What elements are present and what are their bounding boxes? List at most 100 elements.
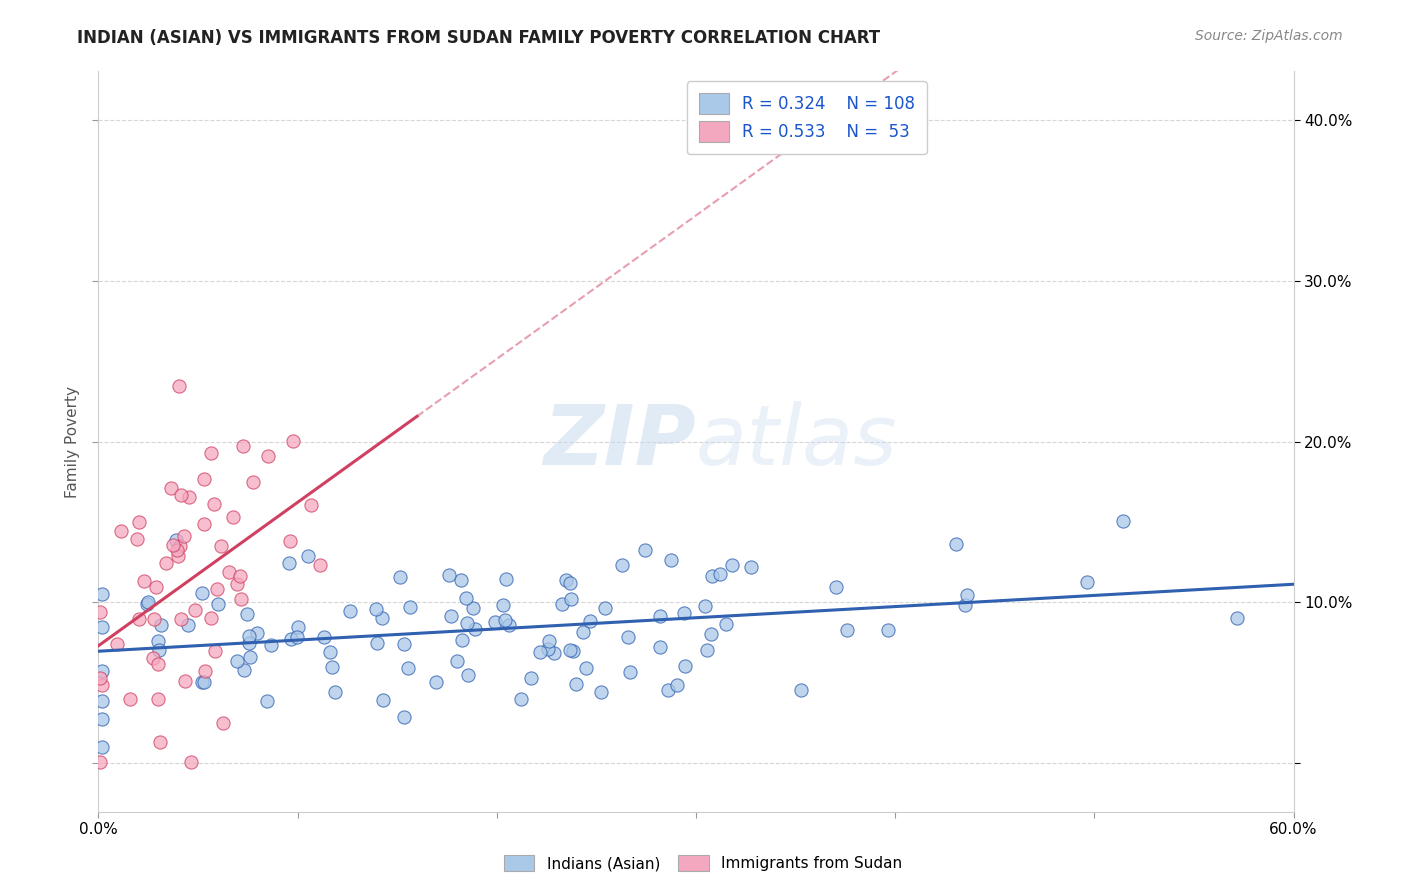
Point — [551, 597, 574, 611]
Point — [494, 613, 516, 627]
Point — [91, 678, 114, 692]
Point — [239, 649, 262, 664]
Point — [232, 439, 254, 453]
Point — [714, 617, 737, 632]
Point — [945, 537, 967, 551]
Point — [650, 608, 672, 623]
Point — [200, 446, 222, 460]
Point — [91, 664, 114, 678]
Point — [174, 674, 197, 689]
Text: INDIAN (ASIAN) VS IMMIGRANTS FROM SUDAN FAMILY POVERTY CORRELATION CHART: INDIAN (ASIAN) VS IMMIGRANTS FROM SUDAN … — [77, 29, 880, 46]
Point — [299, 498, 322, 512]
Point — [226, 654, 249, 668]
Point — [575, 660, 598, 674]
Point — [209, 539, 232, 553]
Point — [659, 552, 682, 566]
Point — [560, 592, 582, 607]
Point — [166, 543, 188, 558]
Point — [256, 693, 278, 707]
Point — [558, 643, 581, 657]
Point — [128, 515, 150, 529]
Point — [184, 602, 207, 616]
Point — [226, 576, 249, 591]
Point — [222, 509, 245, 524]
Point — [425, 675, 447, 690]
Point — [953, 599, 976, 613]
Point — [537, 634, 560, 648]
Point — [170, 488, 193, 502]
Point — [167, 379, 190, 393]
Point — [278, 534, 301, 549]
Point — [191, 674, 214, 689]
Point — [589, 685, 612, 699]
Point — [634, 543, 657, 558]
Point — [245, 626, 267, 640]
Point — [450, 573, 472, 587]
Point — [110, 524, 132, 538]
Point — [162, 538, 184, 552]
Point — [450, 632, 472, 647]
Point — [91, 694, 114, 708]
Point — [560, 576, 582, 591]
Point — [167, 549, 190, 563]
Point — [173, 529, 195, 543]
Point — [236, 607, 259, 621]
Point — [193, 675, 215, 690]
Point — [142, 651, 165, 665]
Point — [392, 710, 415, 724]
Text: ZIP: ZIP — [543, 401, 696, 482]
Point — [877, 624, 900, 638]
Point — [956, 588, 979, 602]
Point — [180, 755, 202, 769]
Point — [555, 573, 578, 587]
Point — [371, 611, 394, 625]
Point — [233, 663, 256, 677]
Point — [392, 637, 415, 651]
Point — [202, 497, 225, 511]
Point — [520, 671, 543, 685]
Point — [617, 630, 640, 644]
Point — [702, 569, 724, 583]
Point — [578, 614, 600, 628]
Point — [319, 644, 342, 658]
Point — [825, 580, 848, 594]
Point — [464, 622, 486, 636]
Point — [169, 539, 191, 553]
Point — [1112, 514, 1135, 528]
Point — [260, 639, 283, 653]
Point — [148, 642, 170, 657]
Point — [572, 625, 595, 640]
Point — [287, 620, 309, 634]
Point — [673, 658, 696, 673]
Point — [321, 659, 343, 673]
Point — [696, 643, 718, 657]
Point — [564, 677, 586, 691]
Point — [238, 629, 260, 643]
Point — [492, 598, 515, 612]
Point — [212, 716, 235, 731]
Point — [439, 568, 461, 582]
Point — [561, 644, 583, 658]
Point — [740, 559, 762, 574]
Point — [89, 755, 111, 769]
Point — [89, 605, 111, 619]
Point — [229, 591, 252, 606]
Point — [146, 657, 169, 671]
Point — [91, 586, 114, 600]
Point — [145, 580, 167, 594]
Point — [193, 473, 215, 487]
Point — [619, 665, 641, 680]
Point — [1076, 575, 1098, 590]
Point — [339, 603, 361, 617]
Point — [179, 490, 201, 504]
Point — [312, 630, 335, 644]
Point — [177, 618, 200, 632]
Point — [700, 626, 723, 640]
Y-axis label: Family Poverty: Family Poverty — [65, 385, 80, 498]
Point — [149, 618, 172, 632]
Point — [89, 671, 111, 685]
Point — [207, 597, 229, 611]
Point — [91, 620, 114, 634]
Point — [170, 612, 193, 626]
Point — [105, 637, 128, 651]
